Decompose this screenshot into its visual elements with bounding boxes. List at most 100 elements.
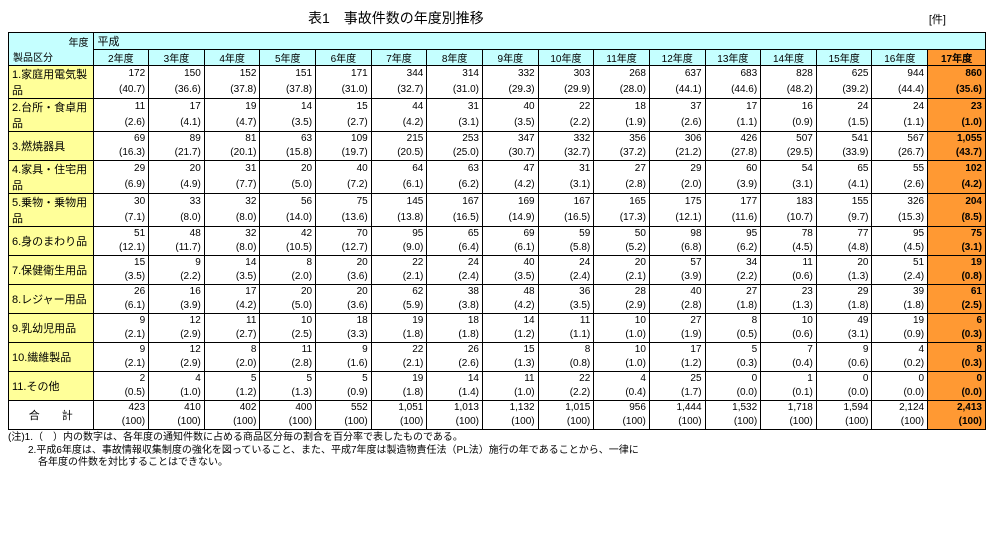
value-cell: 11: [93, 99, 149, 116]
value-cell: 0: [872, 372, 928, 387]
percent-cell: (13.8): [371, 210, 427, 227]
year-header: 17年度: [928, 50, 986, 66]
percent-cell: (100): [149, 415, 205, 430]
percent-cell: (100): [649, 415, 705, 430]
percent-cell: (4.2): [204, 299, 260, 314]
value-cell: 860: [928, 66, 986, 83]
value-cell: 95: [872, 227, 928, 242]
percent-cell: (3.1): [928, 241, 986, 256]
percent-cell: (28.0): [594, 82, 650, 99]
value-cell: 69: [93, 132, 149, 147]
percent-cell: (39.2): [816, 82, 872, 99]
value-cell: 34: [705, 256, 761, 271]
percent-cell: (5.0): [260, 299, 316, 314]
percent-cell: (2.6): [93, 115, 149, 132]
value-cell: 169: [482, 194, 538, 211]
percent-cell: (4.1): [149, 115, 205, 132]
percent-cell: (2.4): [427, 270, 483, 285]
category-label: 6.身のまわり品: [9, 227, 94, 256]
percent-cell: (9.0): [371, 241, 427, 256]
value-cell: 9: [316, 343, 372, 358]
percent-cell: (0.0): [816, 386, 872, 401]
percent-cell: (29.9): [538, 82, 594, 99]
percent-cell: (0.3): [928, 357, 986, 372]
percent-cell: (1.3): [260, 386, 316, 401]
value-cell: 5: [316, 372, 372, 387]
percent-cell: (100): [204, 415, 260, 430]
value-cell: 55: [872, 161, 928, 178]
year-header: 2年度: [93, 50, 149, 66]
value-cell: 17: [705, 99, 761, 116]
percent-cell: (1.3): [761, 299, 817, 314]
percent-cell: (4.1): [816, 177, 872, 194]
percent-cell: (7.2): [316, 177, 372, 194]
percent-cell: (6.1): [371, 177, 427, 194]
percent-cell: (37.8): [260, 82, 316, 99]
percent-cell: (1.8): [872, 299, 928, 314]
year-header: 16年度: [872, 50, 928, 66]
percent-cell: (5.9): [371, 299, 427, 314]
value-cell: 637: [649, 66, 705, 83]
value-cell: 9: [93, 314, 149, 329]
percent-cell: (0.6): [816, 357, 872, 372]
category-label: 8.レジャー用品: [9, 285, 94, 314]
percent-cell: (1.4): [427, 386, 483, 401]
percent-cell: (100): [816, 415, 872, 430]
value-cell: 57: [649, 256, 705, 271]
percent-cell: (100): [705, 415, 761, 430]
value-cell: 155: [816, 194, 872, 211]
percent-cell: (33.9): [816, 146, 872, 161]
value-cell: 54: [761, 161, 817, 178]
value-cell: 14: [204, 256, 260, 271]
percent-cell: (10.7): [761, 210, 817, 227]
value-cell: 20: [149, 161, 205, 178]
value-cell: 98: [649, 227, 705, 242]
value-cell: 40: [316, 161, 372, 178]
percent-cell: (1.8): [705, 299, 761, 314]
percent-cell: (17.3): [594, 210, 650, 227]
era-label: 平成: [93, 33, 986, 50]
value-cell: 19: [371, 314, 427, 329]
percent-cell: (2.8): [594, 177, 650, 194]
value-cell: 12: [149, 343, 205, 358]
value-cell: 6: [928, 314, 986, 329]
percent-cell: (0.0): [928, 386, 986, 401]
percent-cell: (32.7): [538, 146, 594, 161]
percent-cell: (3.5): [538, 299, 594, 314]
year-header: 11年度: [594, 50, 650, 66]
value-cell: 151: [260, 66, 316, 83]
percent-cell: (0.9): [761, 115, 817, 132]
percent-cell: (16.5): [538, 210, 594, 227]
percent-cell: (37.8): [204, 82, 260, 99]
value-cell: 0: [816, 372, 872, 387]
value-cell: 11: [482, 372, 538, 387]
percent-cell: (1.8): [371, 386, 427, 401]
value-cell: 215: [371, 132, 427, 147]
value-cell: 10: [761, 314, 817, 329]
category-label: 3.燃焼器具: [9, 132, 94, 161]
percent-cell: (2.5): [260, 328, 316, 343]
value-cell: 17: [649, 343, 705, 358]
value-cell: 1,594: [816, 401, 872, 416]
value-cell: 24: [872, 99, 928, 116]
value-cell: 17: [204, 285, 260, 300]
value-cell: 10: [594, 343, 650, 358]
percent-cell: (21.7): [149, 146, 205, 161]
value-cell: 8: [928, 343, 986, 358]
value-cell: 326: [872, 194, 928, 211]
percent-cell: (100): [928, 415, 986, 430]
percent-cell: (3.5): [482, 115, 538, 132]
percent-cell: (3.9): [149, 299, 205, 314]
percent-cell: (0.9): [872, 328, 928, 343]
percent-cell: (0.6): [761, 270, 817, 285]
note-1: (注)1.（ ）内の数字は、各年度の通知件数に占める商品区分毎の割合を百分率で表…: [8, 432, 986, 445]
value-cell: 1,444: [649, 401, 705, 416]
value-cell: 253: [427, 132, 483, 147]
value-cell: 29: [93, 161, 149, 178]
percent-cell: (0.2): [872, 357, 928, 372]
value-cell: 47: [482, 161, 538, 178]
percent-cell: (8.0): [204, 210, 260, 227]
value-cell: 50: [594, 227, 650, 242]
value-cell: 33: [149, 194, 205, 211]
value-cell: 63: [427, 161, 483, 178]
